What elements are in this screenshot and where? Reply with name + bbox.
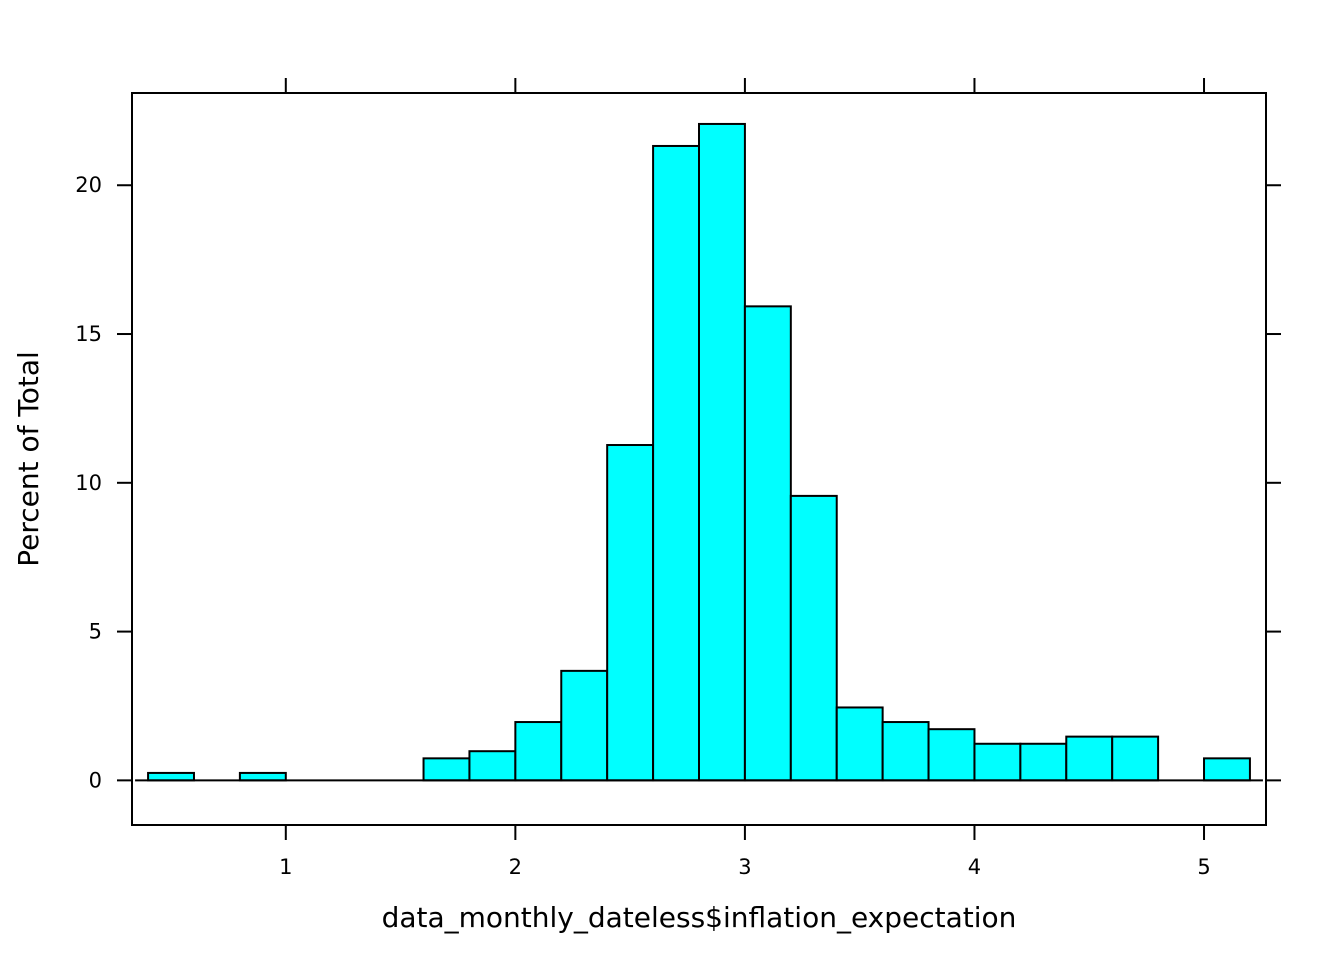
histogram-bar-13 — [743, 305, 792, 782]
x-axis-label: data_monthly_dateless$inflation_expectat… — [382, 901, 1017, 934]
y-tick-label-0: 0 — [89, 768, 102, 792]
histogram-bar-21 — [1111, 735, 1160, 782]
axis-ticks: 1 2 3 4 5 0 5 10 15 20 — [75, 78, 1281, 879]
histogram-bar-23 — [1203, 757, 1251, 782]
histogram-bar-2 — [238, 771, 287, 782]
histogram-bar-7 — [468, 750, 517, 782]
plot-panel — [131, 92, 1267, 826]
histogram-bar-16 — [881, 721, 930, 782]
histogram-bar-8 — [514, 721, 563, 782]
histogram-bar-6 — [422, 757, 471, 782]
y-tick-label-3: 15 — [75, 322, 102, 346]
x-tick-label-4: 5 — [1197, 855, 1210, 879]
histogram-bar-11 — [652, 144, 700, 782]
histogram-bar-0 — [147, 771, 195, 782]
histogram-bar-17 — [927, 728, 976, 782]
x-tick-label-0: 1 — [279, 855, 292, 879]
x-tick-label-2: 3 — [738, 855, 751, 879]
y-tick-label-4: 20 — [75, 173, 102, 197]
histogram-bar-14 — [789, 494, 838, 782]
histogram-bar-18 — [973, 742, 1022, 782]
x-tick-label-3: 4 — [968, 855, 981, 879]
histogram-bar-10 — [606, 444, 655, 782]
histogram-bar-15 — [835, 706, 884, 782]
histogram-bar-19 — [1019, 742, 1068, 782]
histogram-bar-20 — [1065, 735, 1114, 782]
y-axis-label: Percent of Total — [12, 351, 45, 567]
histogram-bar-12 — [698, 122, 746, 782]
histogram-bar-9 — [560, 669, 609, 782]
x-tick-label-1: 2 — [509, 855, 522, 879]
histogram-bars — [147, 122, 1251, 782]
y-tick-label-2: 10 — [75, 471, 102, 495]
y-tick-label-1: 5 — [89, 620, 102, 644]
